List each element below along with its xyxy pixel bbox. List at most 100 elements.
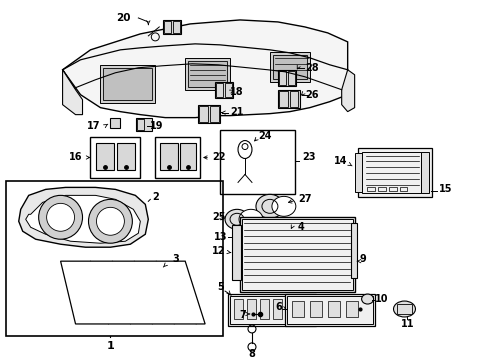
Text: 12: 12	[211, 246, 224, 256]
Ellipse shape	[239, 209, 263, 229]
Bar	[421, 152, 428, 193]
Text: 15: 15	[439, 184, 452, 194]
Bar	[291, 301, 303, 317]
Ellipse shape	[96, 207, 124, 235]
Text: 8: 8	[248, 349, 255, 359]
Polygon shape	[26, 195, 140, 243]
Bar	[388, 188, 396, 192]
Text: 6: 6	[275, 302, 281, 312]
Bar	[110, 118, 120, 127]
Ellipse shape	[224, 209, 248, 229]
Bar	[285, 299, 294, 319]
Bar	[399, 188, 407, 192]
Bar	[136, 118, 152, 131]
Bar	[396, 304, 411, 314]
Bar	[246, 299, 255, 319]
Bar	[216, 83, 223, 97]
Bar	[285, 294, 374, 326]
Bar	[215, 82, 233, 98]
Bar	[180, 143, 196, 170]
Text: 17: 17	[87, 121, 100, 131]
Bar	[242, 219, 352, 290]
Bar	[164, 21, 171, 33]
Bar	[198, 105, 220, 123]
Text: 23: 23	[301, 153, 315, 162]
Ellipse shape	[361, 294, 373, 304]
Bar	[273, 219, 287, 243]
Text: 24: 24	[258, 131, 271, 140]
Text: 2: 2	[152, 192, 159, 202]
Polygon shape	[61, 261, 204, 324]
Text: 11: 11	[400, 319, 413, 329]
Text: 16: 16	[69, 153, 82, 162]
Polygon shape	[19, 188, 148, 247]
Bar	[269, 52, 309, 82]
Bar	[90, 136, 140, 179]
Bar	[278, 91, 287, 107]
Bar	[357, 148, 431, 197]
Text: 21: 21	[229, 107, 243, 117]
Ellipse shape	[255, 194, 284, 218]
Bar	[366, 188, 374, 192]
Ellipse shape	[39, 195, 82, 239]
Bar	[309, 301, 321, 317]
Bar	[271, 217, 289, 245]
Text: 7: 7	[239, 310, 245, 320]
Bar	[185, 58, 229, 90]
Bar	[103, 68, 152, 100]
Bar	[210, 106, 219, 122]
Bar	[199, 106, 208, 122]
Bar	[272, 55, 306, 79]
Bar	[277, 90, 299, 108]
Ellipse shape	[393, 301, 415, 317]
Bar	[345, 301, 357, 317]
Text: 18: 18	[229, 87, 243, 97]
Polygon shape	[62, 20, 347, 118]
Bar	[232, 225, 241, 280]
Bar	[289, 91, 297, 107]
Polygon shape	[62, 70, 82, 114]
Bar	[96, 143, 114, 170]
Text: 13: 13	[213, 232, 226, 242]
Text: 25: 25	[212, 212, 225, 222]
Text: 4: 4	[297, 222, 304, 232]
Bar	[224, 83, 232, 97]
Bar	[327, 301, 339, 317]
Bar	[377, 188, 385, 192]
Text: 27: 27	[297, 194, 311, 204]
Bar	[260, 299, 268, 319]
Bar	[188, 61, 226, 87]
Bar	[163, 20, 181, 34]
Bar	[234, 245, 255, 261]
Bar	[361, 152, 421, 193]
Bar	[277, 70, 295, 86]
Text: 20: 20	[116, 13, 130, 23]
Text: 26: 26	[304, 90, 318, 100]
Bar	[173, 21, 180, 33]
Bar	[240, 217, 354, 292]
Ellipse shape	[88, 199, 132, 243]
Bar	[100, 65, 155, 103]
Text: 28: 28	[304, 63, 318, 73]
Text: 14: 14	[333, 157, 347, 166]
Text: 3: 3	[172, 254, 179, 264]
Bar	[278, 71, 285, 85]
Text: 9: 9	[359, 254, 366, 264]
Bar	[229, 296, 313, 324]
Ellipse shape	[271, 196, 295, 216]
Bar	[272, 299, 281, 319]
Bar	[6, 181, 223, 336]
Bar	[137, 118, 144, 130]
Bar	[298, 299, 307, 319]
Bar	[160, 143, 178, 170]
Bar	[117, 143, 135, 170]
Polygon shape	[341, 70, 354, 112]
Bar	[234, 299, 243, 319]
Bar	[286, 296, 372, 324]
Bar	[220, 130, 294, 194]
Bar	[227, 294, 315, 326]
Bar	[155, 136, 200, 179]
Ellipse shape	[46, 203, 74, 231]
Text: 5: 5	[217, 282, 224, 292]
Text: 19: 19	[150, 121, 163, 131]
